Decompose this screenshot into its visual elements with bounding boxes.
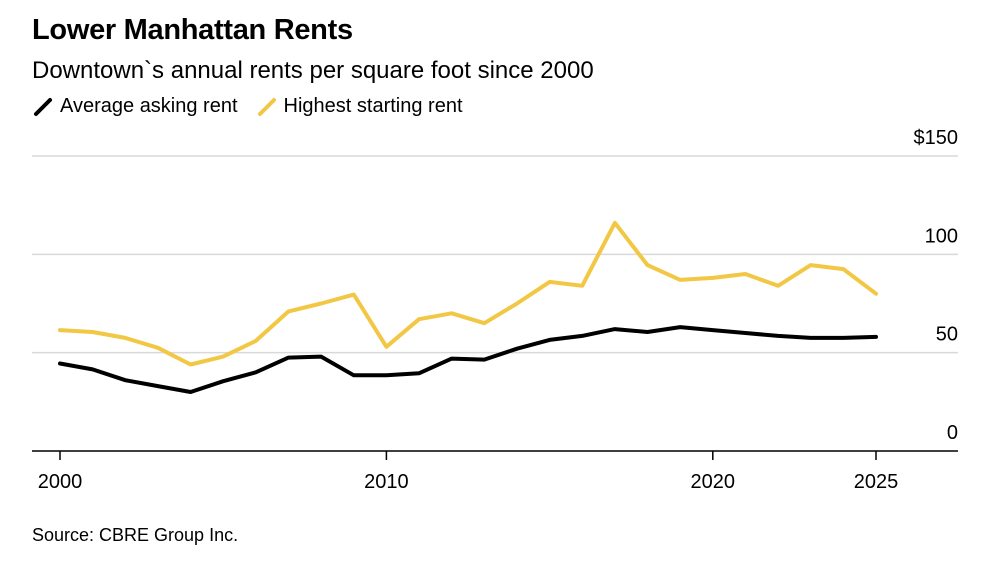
chart-subtitle: Downtown`s annual rents per square foot … (32, 57, 594, 84)
series-line-highest-starting-rent (58, 220, 878, 367)
legend-swatch-average (34, 97, 52, 116)
legend-label-highest: Highest starting rent (283, 95, 463, 117)
legend: Average asking rent Highest starting ren… (32, 95, 481, 118)
legend-item-average: Average asking rent (32, 95, 238, 118)
x-tick-label-2020: 2020 (691, 471, 736, 493)
y-tick-label-150: $150 (914, 127, 959, 149)
legend-swatch-highest (257, 97, 276, 116)
x-tick-label-2010: 2010 (364, 471, 409, 493)
chart-title: Lower Manhattan Rents (32, 14, 353, 46)
x-tick-label-2000: 2000 (38, 471, 83, 493)
legend-item-highest: Highest starting rent (256, 95, 463, 118)
source-note: Source: CBRE Group Inc. (32, 525, 239, 545)
x-tick-label-2025: 2025 (854, 471, 899, 493)
y-tick-label-100: 100 (925, 225, 958, 247)
series-line-average-asking-rent (58, 325, 878, 394)
y-tick-label-50: 50 (936, 324, 958, 346)
legend-label-average: Average asking rent (60, 95, 238, 117)
y-tick-label-0: 0 (947, 422, 958, 444)
